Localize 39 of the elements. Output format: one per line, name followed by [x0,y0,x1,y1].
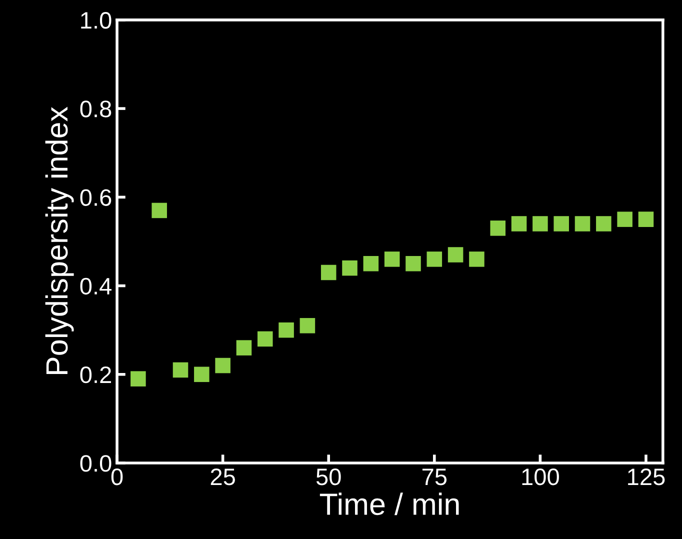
x-tick-label: 125 [628,468,665,486]
point [638,212,654,227]
point [172,362,188,378]
x-axis-title: Time / min [320,492,459,516]
point [469,252,484,267]
x-tick-label: 50 [316,468,341,486]
point [426,252,442,267]
x-tick-label: 25 [210,468,235,486]
point [152,202,167,218]
point [574,216,590,232]
point [342,260,358,276]
x-tick-label: 75 [422,468,447,486]
x-tick-label: 0 [111,468,123,486]
x-tick-label: 100 [522,468,559,486]
y-tick-label: 0.8 [80,100,112,118]
point [511,216,527,232]
point [448,247,464,262]
y-tick-label: 0.4 [80,278,112,295]
point [596,216,612,232]
y-tick-label: 0.2 [80,366,111,384]
point [363,256,379,272]
y-tick-label: 1.0 [81,12,112,29]
point [300,318,316,334]
point [532,216,548,232]
y-tick-label: 0.0 [80,455,112,472]
point [278,322,294,338]
point [384,252,400,267]
y-axis-title: Polydispersity index [45,106,74,374]
point [130,371,146,386]
y-tick-label: 0.6 [80,189,112,206]
point [406,256,421,272]
point [617,212,632,227]
point [236,340,252,356]
point [215,358,230,374]
point [554,216,569,232]
point [490,220,506,236]
point [320,264,336,280]
point [257,331,273,347]
point [194,366,210,382]
